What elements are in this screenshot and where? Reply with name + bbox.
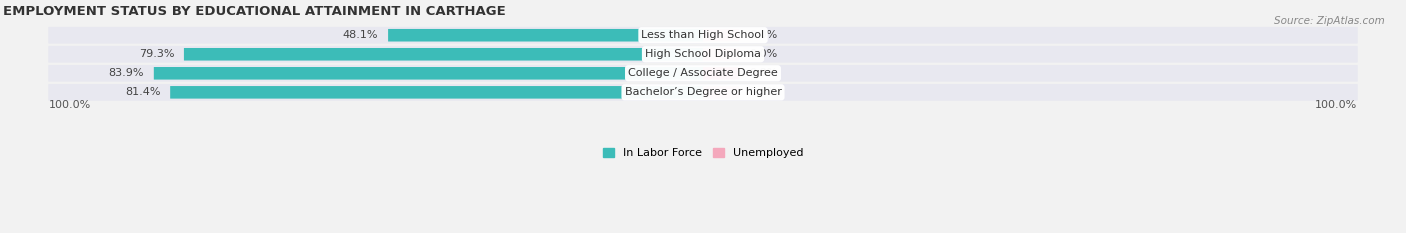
FancyBboxPatch shape [703,86,740,99]
FancyBboxPatch shape [703,48,740,61]
FancyBboxPatch shape [703,29,740,41]
Text: 79.3%: 79.3% [139,49,174,59]
FancyBboxPatch shape [170,86,703,99]
FancyBboxPatch shape [153,67,703,80]
FancyBboxPatch shape [48,46,1358,63]
Text: 81.4%: 81.4% [125,87,160,97]
FancyBboxPatch shape [703,67,740,80]
Text: EMPLOYMENT STATUS BY EDUCATIONAL ATTAINMENT IN CARTHAGE: EMPLOYMENT STATUS BY EDUCATIONAL ATTAINM… [3,6,506,18]
FancyBboxPatch shape [388,29,703,41]
Text: 48.1%: 48.1% [343,30,378,40]
FancyBboxPatch shape [48,84,1358,101]
FancyBboxPatch shape [184,48,703,61]
Text: 0.0%: 0.0% [749,87,778,97]
Legend: In Labor Force, Unemployed: In Labor Force, Unemployed [598,143,808,163]
Text: High School Diploma: High School Diploma [645,49,761,59]
Text: College / Associate Degree: College / Associate Degree [628,68,778,78]
Text: Bachelor’s Degree or higher: Bachelor’s Degree or higher [624,87,782,97]
Text: 100.0%: 100.0% [1315,100,1357,110]
Text: 0.0%: 0.0% [749,49,778,59]
FancyBboxPatch shape [48,27,1358,44]
Text: 100.0%: 100.0% [49,100,91,110]
Text: Source: ZipAtlas.com: Source: ZipAtlas.com [1274,16,1385,26]
FancyBboxPatch shape [48,65,1358,82]
Text: Less than High School: Less than High School [641,30,765,40]
Text: 0.8%: 0.8% [749,68,778,78]
Text: 0.0%: 0.0% [749,30,778,40]
Text: 83.9%: 83.9% [108,68,145,78]
